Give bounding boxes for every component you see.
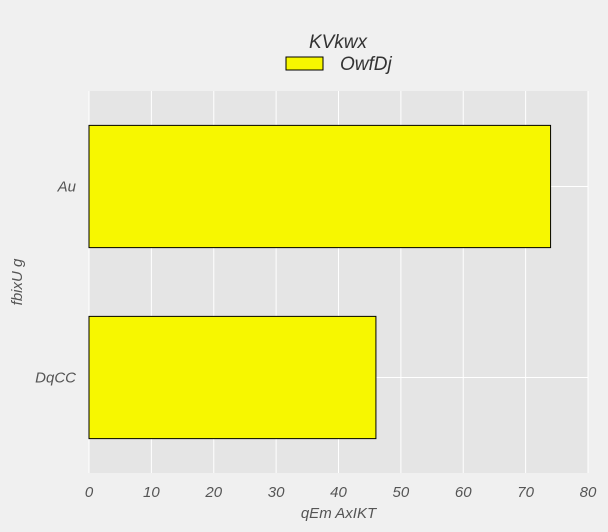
legend-title: KVkwx xyxy=(309,32,369,53)
y-tick-label: Au xyxy=(57,179,77,196)
legend: KVkwx OwfDj xyxy=(285,32,393,75)
x-tick-label: 80 xyxy=(580,484,597,501)
bar xyxy=(88,315,377,440)
x-tick-label: 60 xyxy=(455,484,472,501)
bars xyxy=(88,124,552,440)
x-tick-label: 30 xyxy=(268,484,285,501)
x-tick-label: 40 xyxy=(330,484,347,501)
legend-swatch xyxy=(285,56,324,71)
x-tick-label: 20 xyxy=(204,484,222,501)
x-tick-label: 50 xyxy=(393,484,410,501)
y-axis-label: fbixU g xyxy=(9,258,26,305)
legend-label: OwfDj xyxy=(340,54,393,75)
x-tick-label: 10 xyxy=(143,484,160,501)
y-tick-label: DqCC xyxy=(35,370,76,387)
x-axis-label: qEm AxIKT xyxy=(301,505,378,522)
bar xyxy=(88,124,552,249)
x-axis-ticks: 0 10 20 30 40 50 60 70 80 xyxy=(85,484,597,501)
x-tick-label: 70 xyxy=(517,484,534,501)
y-axis-ticks: Au DqCC xyxy=(35,179,76,387)
x-tick-label: 0 xyxy=(85,484,94,501)
